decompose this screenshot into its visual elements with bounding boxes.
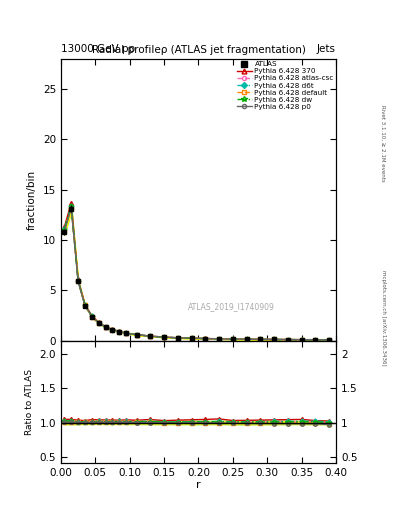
Text: Rivet 3.1.10, ≥ 2.1M events: Rivet 3.1.10, ≥ 2.1M events bbox=[381, 105, 386, 182]
Text: Jets: Jets bbox=[317, 44, 336, 54]
Text: mcplots.cern.ch [arXiv:1306.3436]: mcplots.cern.ch [arXiv:1306.3436] bbox=[381, 270, 386, 365]
Text: 13000 GeV pp: 13000 GeV pp bbox=[61, 44, 135, 54]
Legend: ATLAS, Pythia 6.428 370, Pythia 6.428 atlas-csc, Pythia 6.428 d6t, Pythia 6.428 : ATLAS, Pythia 6.428 370, Pythia 6.428 at… bbox=[237, 61, 334, 110]
Y-axis label: Ratio to ATLAS: Ratio to ATLAS bbox=[25, 369, 34, 435]
Title: Radial profileρ (ATLAS jet fragmentation): Radial profileρ (ATLAS jet fragmentation… bbox=[92, 46, 305, 55]
Text: ATLAS_2019_I1740909: ATLAS_2019_I1740909 bbox=[188, 303, 275, 311]
Y-axis label: fraction/bin: fraction/bin bbox=[27, 170, 37, 230]
X-axis label: r: r bbox=[196, 480, 201, 489]
